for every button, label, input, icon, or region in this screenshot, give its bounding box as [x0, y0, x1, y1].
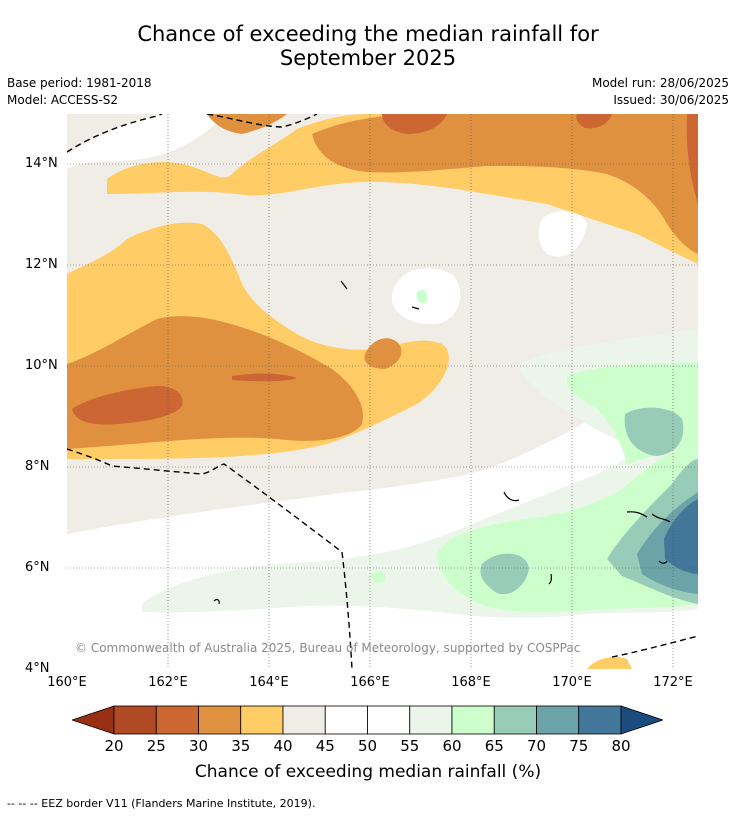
- coastlines: [213, 280, 671, 605]
- colorbar: [72, 705, 663, 735]
- copyright-notice: © Commonwealth of Australia 2025, Bureau…: [75, 641, 581, 655]
- colorbar-cell-45-50: [324, 705, 368, 735]
- colorbar-tick-20: 20: [104, 737, 124, 755]
- band-25-30-east-edge: [686, 114, 698, 204]
- lon-label-162e: 162°E: [148, 675, 188, 690]
- band-25-30-north: [382, 114, 447, 134]
- band-65-70-a: [480, 553, 529, 595]
- colorbar-cell-65-70: [493, 705, 537, 735]
- lon-label-170e: 170°E: [552, 675, 592, 690]
- lon-label-172e: 172°E: [653, 675, 693, 690]
- colorbar-cell-40-45: [282, 705, 326, 735]
- colorbar-extend-low: [72, 705, 115, 735]
- colorbar-cell-25-30: [155, 705, 199, 735]
- colorbar-cell-50-55: [367, 705, 411, 735]
- colorbar-tick-70: 70: [526, 737, 547, 755]
- colorbar-tick-45: 45: [315, 737, 335, 755]
- colorbar-tick-40: 40: [273, 737, 293, 755]
- colorbar-tick-80: 80: [611, 737, 631, 755]
- band-30-35-north: [312, 114, 698, 254]
- band-30-35-east: [207, 114, 287, 134]
- colorbar-cell-35-40: [240, 705, 284, 735]
- colorbar-tick-35: 35: [231, 737, 251, 755]
- colorbar-cell-70-75: [536, 705, 580, 735]
- colorbar-label: Chance of exceeding median rainfall (%): [194, 762, 542, 782]
- lon-label-160e: 160°E: [47, 675, 87, 690]
- colorbar-tick-50: 50: [357, 737, 378, 755]
- band-25-30-strip: [232, 373, 297, 382]
- lon-label-164e: 164°E: [249, 675, 289, 690]
- base-period: Base period: 1981-2018: [7, 76, 152, 90]
- orange-patch-mid: [364, 338, 402, 369]
- green-dot-north: [416, 289, 428, 304]
- gridlines: [67, 114, 698, 669]
- colorbar-tick-30: 30: [188, 737, 209, 755]
- model-run: Model run: 28/06/2025: [591, 76, 729, 90]
- map-title: Chance of exceeding the median rainfall …: [0, 22, 736, 70]
- colorbar-tick-25: 25: [146, 737, 166, 755]
- colorbar-cell-55-60: [409, 705, 453, 735]
- colorbar-cell-20-25: [113, 705, 157, 735]
- band-45-55-north: [67, 114, 227, 169]
- green-dot-mid: [371, 571, 386, 583]
- colorbar-tick-75: 75: [569, 737, 589, 755]
- title-line-1: Chance of exceeding the median rainfall …: [137, 22, 599, 46]
- lat-label-6n: 6°N: [25, 560, 50, 575]
- lat-label-8n: 8°N: [25, 459, 50, 474]
- band-25-30-west: [72, 386, 183, 425]
- colorbar-extend-high: [620, 705, 663, 735]
- colorbar-cells: [72, 705, 663, 735]
- lat-label-14n: 14°N: [25, 156, 58, 171]
- lat-label-10n: 10°N: [25, 358, 58, 373]
- rainfall-map: © Commonwealth of Australia 2025, Bureau…: [67, 114, 698, 669]
- colorbar-cell-60-65: [451, 705, 495, 735]
- colorbar-tick-60: 60: [442, 737, 462, 755]
- issued-date: Issued: 30/06/2025: [613, 93, 729, 107]
- meta-right: Model run: 28/06/2025 Issued: 30/06/2025: [592, 75, 729, 109]
- colorbar-tick-65: 65: [484, 737, 504, 755]
- lon-label-168e: 168°E: [451, 675, 491, 690]
- band-65-70-b: [624, 407, 684, 456]
- meta-left: Base period: 1981-2018 Model: ACCESS-S2: [7, 75, 152, 109]
- eez-footnote: -- -- -- EEZ border V11 (Flanders Marine…: [7, 797, 316, 810]
- colorbar-tick-55: 55: [400, 737, 420, 755]
- band-35-40-sw: [587, 657, 632, 669]
- colorbar-cell-30-35: [198, 705, 242, 735]
- band-25-30-ne: [576, 114, 612, 129]
- lat-label-12n: 12°N: [25, 257, 58, 272]
- lon-label-166e: 166°E: [350, 675, 390, 690]
- band-75-80: [664, 499, 698, 574]
- colorbar-cell-75-80: [578, 705, 622, 735]
- white-patch-east: [538, 210, 587, 257]
- eez-border: [67, 114, 698, 669]
- title-line-2: September 2025: [279, 46, 457, 70]
- lat-label-4n: 4°N: [25, 661, 50, 676]
- model-name: Model: ACCESS-S2: [7, 93, 119, 107]
- map-canvas: [67, 114, 698, 669]
